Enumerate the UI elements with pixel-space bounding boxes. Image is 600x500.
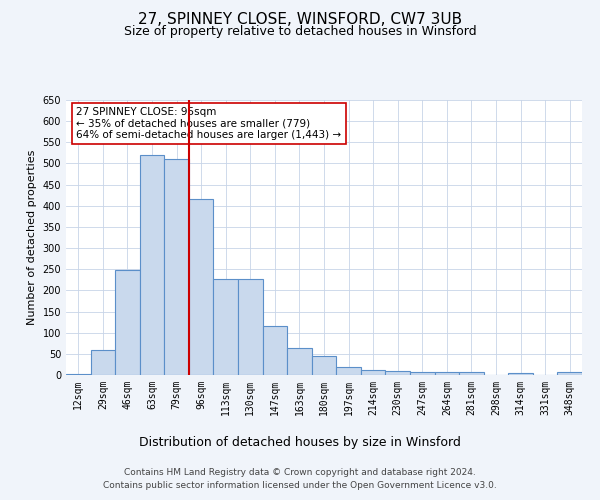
Bar bbox=[189, 200, 214, 375]
Bar bbox=[557, 372, 582, 375]
Bar bbox=[140, 155, 164, 375]
Text: Size of property relative to detached houses in Winsford: Size of property relative to detached ho… bbox=[124, 25, 476, 38]
Bar bbox=[459, 372, 484, 375]
Y-axis label: Number of detached properties: Number of detached properties bbox=[27, 150, 37, 325]
Bar bbox=[214, 280, 238, 375]
Bar bbox=[336, 366, 361, 375]
Bar bbox=[312, 356, 336, 375]
Bar bbox=[287, 348, 312, 375]
Bar bbox=[115, 270, 140, 375]
Bar bbox=[263, 326, 287, 375]
Bar bbox=[361, 370, 385, 375]
Bar bbox=[164, 159, 189, 375]
Bar bbox=[91, 350, 115, 375]
Bar bbox=[508, 373, 533, 375]
Text: Distribution of detached houses by size in Winsford: Distribution of detached houses by size … bbox=[139, 436, 461, 449]
Text: 27 SPINNEY CLOSE: 95sqm
← 35% of detached houses are smaller (779)
64% of semi-d: 27 SPINNEY CLOSE: 95sqm ← 35% of detache… bbox=[76, 107, 341, 140]
Text: Contains public sector information licensed under the Open Government Licence v3: Contains public sector information licen… bbox=[103, 482, 497, 490]
Text: Contains HM Land Registry data © Crown copyright and database right 2024.: Contains HM Land Registry data © Crown c… bbox=[124, 468, 476, 477]
Text: 27, SPINNEY CLOSE, WINSFORD, CW7 3UB: 27, SPINNEY CLOSE, WINSFORD, CW7 3UB bbox=[138, 12, 462, 28]
Bar bbox=[410, 372, 434, 375]
Bar bbox=[238, 280, 263, 375]
Bar bbox=[66, 374, 91, 375]
Bar bbox=[434, 372, 459, 375]
Bar bbox=[385, 371, 410, 375]
